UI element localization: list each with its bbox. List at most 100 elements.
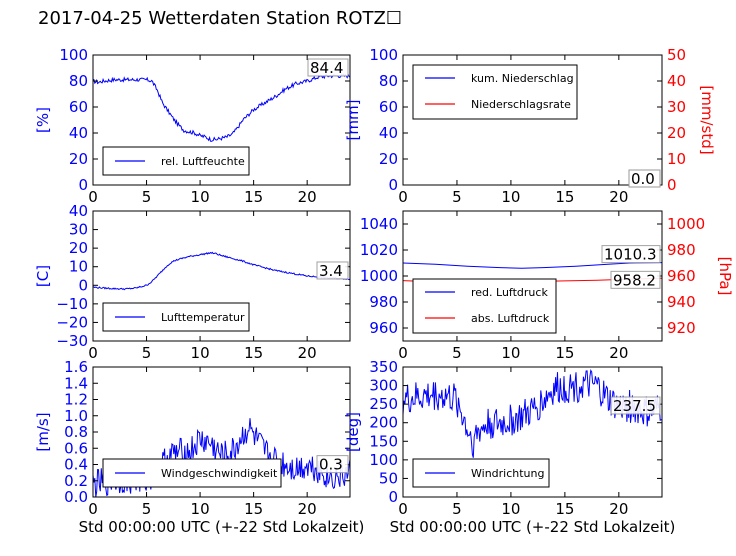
y-tick-label: 0.6 <box>64 439 88 457</box>
latest-value-annotation-2-box <box>610 270 661 289</box>
y-tick-label: 0 <box>78 276 88 294</box>
latest-value-annotation-2-box <box>628 169 661 188</box>
y-tick-label: 0.2 <box>64 472 88 490</box>
legend: Windrichtung <box>412 458 550 488</box>
y-tick-label: 1.0 <box>64 407 88 425</box>
y-tick-label: 20 <box>69 150 88 168</box>
latest-value-annotation-2: 958.2 <box>613 271 656 289</box>
x-tick-label: 15 <box>244 500 263 518</box>
y-tick-label: 1.4 <box>64 374 88 392</box>
legend-label-1: Lufttemperatur <box>161 311 245 324</box>
x-tick-label: 0 <box>88 344 98 362</box>
latest-value-annotation-box <box>610 396 661 415</box>
y-tick-label: 20 <box>379 150 398 168</box>
y2-tick-label: 940 <box>667 293 696 311</box>
plot-frame <box>402 54 663 186</box>
y-tick-label: 0 <box>388 176 398 194</box>
legend: rel. Luftfeuchte <box>102 146 250 176</box>
legend: red. Luftdruck abs. Luftdruck <box>412 278 557 334</box>
y-tick-label: 80 <box>69 72 88 90</box>
legend-box <box>102 302 250 332</box>
legend-label-2: abs. Luftdruck <box>471 312 550 325</box>
y2-tick-label: 920 <box>667 319 696 337</box>
y-tick-label: 60 <box>379 98 398 116</box>
legend-label-1: Windgeschwindigkeit <box>161 467 278 480</box>
x-tick-label: 10 <box>191 188 210 206</box>
legend: Lufttemperatur <box>102 302 250 332</box>
x-tick-label: 5 <box>142 344 152 362</box>
x-tick-label: 10 <box>501 344 520 362</box>
x-axis-label: Std 00:00:00 UTC (+-22 Std Lokalzeit) <box>390 518 676 536</box>
x-tick-label: 20 <box>609 188 628 206</box>
latest-value-annotation: 3.4 <box>319 262 343 280</box>
x-tick-label: 5 <box>452 500 462 518</box>
y-tick-label: 0 <box>388 488 398 506</box>
y-axis-label: [m/s] <box>34 412 52 451</box>
y-tick-label: 1040 <box>360 215 398 233</box>
legend-label-1: red. Luftdruck <box>471 286 548 299</box>
y-tick-label: 40 <box>69 124 88 142</box>
y-tick-label: 0.4 <box>64 456 88 474</box>
x-tick-label: 10 <box>501 188 520 206</box>
y-tick-label: −30 <box>56 332 88 350</box>
plot-frame <box>402 366 663 498</box>
y-tick-label: 10 <box>69 258 88 276</box>
x-tick-label: 5 <box>452 188 462 206</box>
legend-label-1: kum. Niederschlag <box>471 72 574 85</box>
y-tick-label: 60 <box>69 98 88 116</box>
x-tick-label: 10 <box>191 344 210 362</box>
latest-value-annotation: 84.4 <box>310 59 343 77</box>
latest-value-annotation: 1010.3 <box>604 246 657 264</box>
plot-frame <box>92 54 351 186</box>
legend-label-1: Windrichtung <box>471 467 544 480</box>
y-tick-label: 40 <box>379 124 398 142</box>
x-tick-label: 0 <box>88 500 98 518</box>
latest-value-annotation-box <box>316 261 349 280</box>
x-tick-label: 20 <box>298 344 317 362</box>
y2-tick-label: 30 <box>667 98 686 116</box>
y2-tick-label: 1000 <box>667 215 705 233</box>
series-line-1 <box>93 418 350 497</box>
x-axis-label: Std 00:00:00 UTC (+-22 Std Lokalzeit) <box>79 518 365 536</box>
x-tick-label: 15 <box>555 188 574 206</box>
y-tick-label: 100 <box>369 451 398 469</box>
y-axis-label: [C] <box>34 265 52 287</box>
y-tick-label: 250 <box>369 395 398 413</box>
chart-precip: 0 5 10 15 20 0 20 40 60 80 100 0 10 20 30 40 50 [mm] [mm/s… <box>344 46 716 206</box>
y-tick-label: 100 <box>59 46 88 64</box>
y-axis-label: [%] <box>34 107 52 133</box>
legend: kum. Niederschlag Niederschlagsrate <box>412 64 578 120</box>
latest-value-annotation: 237.5 <box>613 397 656 415</box>
x-tick-label: 5 <box>452 344 462 362</box>
y-axis-label: [deg] <box>344 412 362 452</box>
y-tick-label: 1.2 <box>64 391 88 409</box>
legend-box <box>412 278 557 334</box>
y-tick-label: 1020 <box>360 241 398 259</box>
y-tick-label: 20 <box>69 239 88 257</box>
x-tick-label: 0 <box>398 344 408 362</box>
x-tick-label: 20 <box>609 344 628 362</box>
x-tick-label: 15 <box>244 344 263 362</box>
plot-frame <box>92 210 351 342</box>
y2-tick-label: 40 <box>667 72 686 90</box>
x-tick-label: 0 <box>398 500 408 518</box>
y-tick-label: 40 <box>69 202 88 220</box>
y-tick-label: 980 <box>369 293 398 311</box>
chart-wind-speed: 0 5 10 15 20 0.00.20.40.60.81.01.21.41.6 [m/s]… <box>34 358 364 536</box>
y-tick-label: 0.0 <box>64 488 88 506</box>
y2-axis-label: [hPa] <box>716 257 734 296</box>
y-tick-label: 100 <box>369 46 398 64</box>
x-tick-label: 0 <box>88 188 98 206</box>
y2-tick-label: 10 <box>667 150 686 168</box>
y-tick-label: 1000 <box>360 267 398 285</box>
legend: Windgeschwindigkeit <box>102 458 282 488</box>
chart-pressure: 0 5 10 15 20 960 980 1000 1020 1040 920 940 960 980 10… <box>360 210 734 362</box>
y-tick-label: 80 <box>379 72 398 90</box>
legend-label-1: rel. Luftfeuchte <box>161 155 245 168</box>
y-axis-label: [mm] <box>344 100 362 141</box>
x-tick-label: 5 <box>142 188 152 206</box>
y2-tick-label: 20 <box>667 124 686 142</box>
